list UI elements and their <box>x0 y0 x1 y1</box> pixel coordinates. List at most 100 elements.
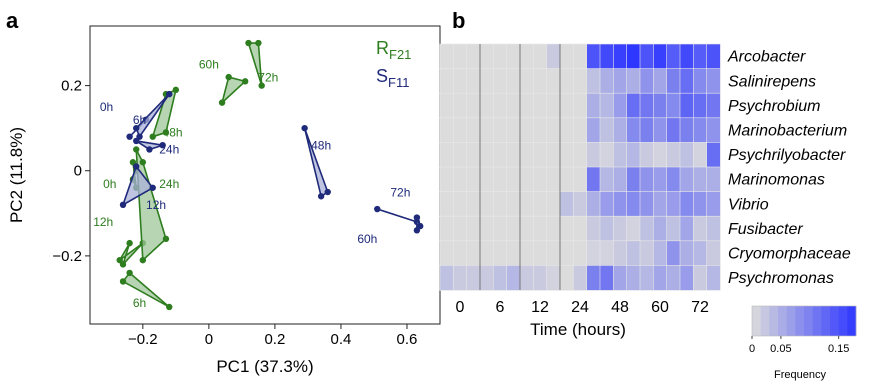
heatmap-cell <box>586 142 601 168</box>
heatmap-cell <box>453 166 468 193</box>
heatmap-cell <box>639 240 655 267</box>
heatmap-cell <box>706 265 721 291</box>
data-point <box>225 73 232 81</box>
heatmap-cell <box>599 191 615 217</box>
heatmap-cell <box>653 265 668 291</box>
heatmap-cell <box>693 166 708 193</box>
legend-entry: SF11 <box>376 66 409 90</box>
heatmap-cell <box>506 43 521 70</box>
heatmap-cell <box>613 117 628 144</box>
heatmap-cell <box>546 265 561 291</box>
heatmap-cell <box>706 43 721 70</box>
heatmap-cell <box>653 142 668 168</box>
x-tick-label: 0.6 <box>397 331 418 348</box>
data-point <box>146 146 153 153</box>
sf11-group-72h: 72h <box>390 185 424 234</box>
time-tick-label: 60 <box>651 299 669 316</box>
heatmap-cell <box>559 92 575 119</box>
heatmap-cells <box>439 43 721 291</box>
heatmap-cell <box>666 142 681 168</box>
heatmap-cell <box>546 240 561 267</box>
heatmap-cell <box>653 92 668 119</box>
heatmap-cell <box>466 68 481 94</box>
heatmap-cell <box>586 92 601 119</box>
heatmap-cell <box>466 166 481 193</box>
heatmap-cell <box>573 68 588 94</box>
heatmap-cell <box>679 265 695 291</box>
heatmap-cell <box>639 43 655 70</box>
heatmap-cell <box>693 191 708 217</box>
time-label: 0h <box>100 100 113 114</box>
data-point <box>139 159 147 166</box>
pca-y-axis-label: PC2 (11.8%) <box>7 127 26 223</box>
heatmap-cell <box>693 117 708 144</box>
heatmap-cell <box>586 117 601 144</box>
heatmap-cell <box>706 117 721 144</box>
heatmap-cell <box>586 191 601 217</box>
rf21-group-48h: 48h <box>149 86 183 140</box>
data-point <box>166 90 173 98</box>
heatmap-cell <box>533 191 548 217</box>
x-tick-label: −0.2 <box>128 331 158 348</box>
heatmap-cell <box>533 117 548 144</box>
heatmap-cell <box>506 191 521 217</box>
colorbar-frame <box>751 305 857 337</box>
data-point <box>301 124 308 132</box>
time-label: 24h <box>159 177 179 191</box>
time-label: 48h <box>163 126 183 140</box>
colorbar-swatch <box>847 306 857 336</box>
replicate-hull <box>135 93 171 138</box>
heatmap-cell <box>693 142 708 168</box>
heatmap-cell <box>439 43 455 70</box>
colorbar-swatch <box>778 306 787 336</box>
panel-label-b: b <box>452 8 465 33</box>
heatmap-cell <box>639 166 655 193</box>
heatmap-cell <box>519 265 535 291</box>
heatmap-cell <box>546 191 561 217</box>
data-point <box>159 142 166 149</box>
heatmap-cell <box>559 215 575 242</box>
heatmap-cell <box>546 142 561 168</box>
replicate-hull <box>303 127 329 198</box>
heatmap-cell <box>679 215 695 242</box>
sf11-group-6h: 6h <box>133 90 173 140</box>
heatmap-cell <box>573 265 588 291</box>
heatmap-cell <box>533 215 548 242</box>
data-point <box>119 201 127 208</box>
data-point <box>413 227 421 234</box>
heatmap-cell <box>626 240 641 267</box>
heatmap-cell <box>453 43 468 70</box>
time-tick-label: 48 <box>611 299 629 316</box>
time-label: 6h <box>133 113 146 127</box>
heatmap-cell <box>493 43 508 70</box>
heatmap-cell <box>479 142 495 168</box>
time-tick-label: 6 <box>496 299 505 316</box>
data-point <box>413 214 421 221</box>
heatmap-cell <box>679 166 695 193</box>
heatmap-cell <box>586 43 601 70</box>
heatmap-cell <box>613 142 628 168</box>
sf11-group-12h: 12h <box>119 163 166 212</box>
heatmap-cell <box>639 215 655 242</box>
heatmap-cell <box>519 142 535 168</box>
heatmap-cell <box>653 43 668 70</box>
heatmap-cell <box>626 166 641 193</box>
data-point <box>258 82 265 89</box>
panel-label-a: a <box>6 8 19 33</box>
data-point <box>317 193 325 200</box>
heatmap-cell <box>453 117 468 144</box>
heatmap-cell <box>599 240 615 267</box>
heatmap-cell <box>546 68 561 94</box>
heatmap-cell <box>506 142 521 168</box>
heatmap-cell <box>533 68 548 94</box>
taxon-label: Psychrobium <box>728 98 820 115</box>
time-label: 0h <box>103 177 116 191</box>
heatmap-cell <box>439 191 455 217</box>
heatmap-cell <box>706 215 721 242</box>
time-label: 60h <box>199 58 219 72</box>
rf21-group-6h: 6h <box>119 269 173 311</box>
time-label: 24h <box>159 143 179 157</box>
heatmap-cell <box>479 166 495 193</box>
heatmap-cell <box>506 92 521 119</box>
colorbar-swatch <box>821 306 831 336</box>
